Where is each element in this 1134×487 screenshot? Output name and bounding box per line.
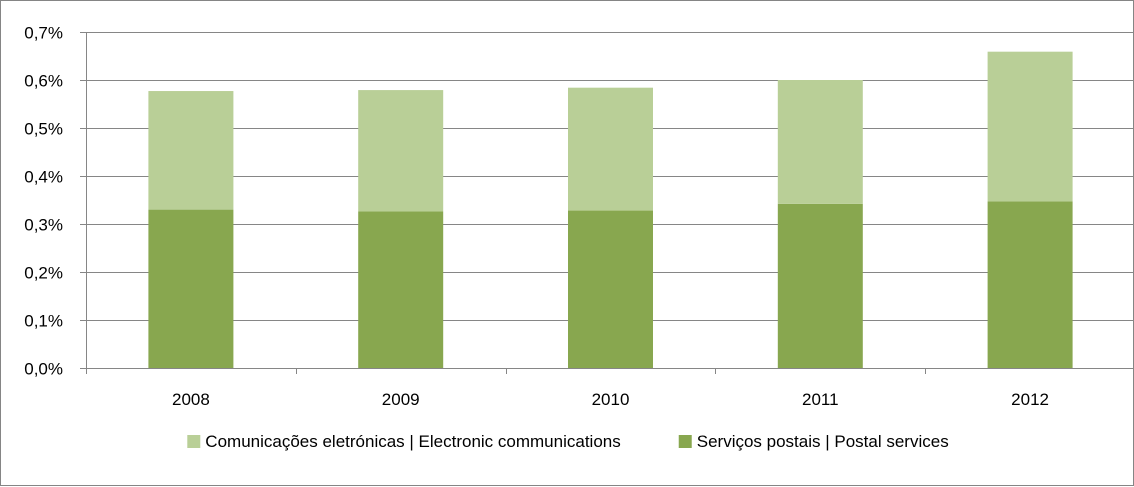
x-tick-label: 2011	[802, 390, 839, 409]
x-tick-label: 2008	[172, 390, 210, 409]
y-tick-label: 0,6%	[24, 72, 63, 91]
bar-segment	[987, 201, 1073, 368]
x-tick-label: 2012	[1011, 390, 1049, 409]
bar-segment	[777, 203, 863, 368]
bar-segment	[568, 87, 653, 211]
bar-segment	[358, 90, 444, 212]
bar-segment	[777, 80, 863, 204]
bar-segment	[148, 91, 234, 210]
bar-segment	[987, 51, 1073, 202]
x-tick-label: 2010	[592, 390, 630, 409]
bar-segment	[358, 211, 444, 368]
y-tick-label: 0,5%	[24, 120, 63, 139]
bar-segment	[148, 209, 234, 368]
y-tick-label: 0,7%	[24, 24, 63, 43]
y-tick-label: 0,4%	[24, 168, 63, 187]
legend-item: Comunicações eletrónicas | Electronic co…	[187, 432, 621, 451]
legend-swatch	[187, 435, 201, 448]
y-tick-label: 0,3%	[24, 216, 63, 235]
bar-segment	[568, 210, 653, 368]
legend-label: Comunicações eletrónicas | Electronic co…	[205, 432, 620, 451]
y-tick-label: 0,2%	[24, 264, 63, 283]
y-tick-label: 0,1%	[24, 312, 63, 331]
legend-label: Serviços postais | Postal services	[697, 432, 949, 451]
legend-swatch	[678, 435, 692, 448]
legend-item: Serviços postais | Postal services	[678, 432, 949, 451]
x-tick-label: 2009	[382, 390, 420, 409]
y-tick-label: 0,0%	[24, 360, 63, 379]
